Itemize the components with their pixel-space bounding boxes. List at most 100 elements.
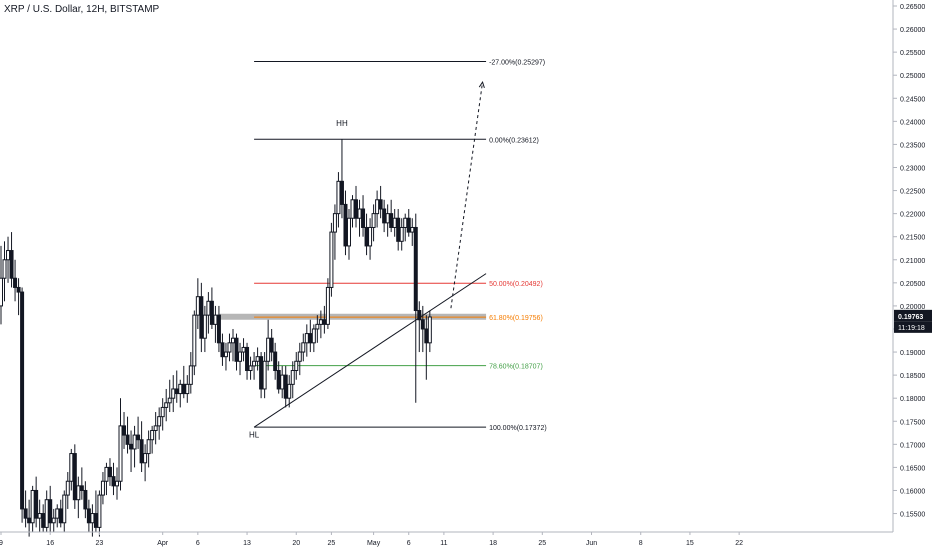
candle-body — [27, 517, 32, 524]
candle-body — [132, 434, 137, 450]
last-price-bg — [894, 309, 932, 322]
candle — [192, 310, 197, 376]
candle-body — [72, 453, 77, 501]
candle-body — [209, 300, 214, 325]
candle-body — [364, 226, 369, 247]
candle — [178, 379, 183, 408]
candle-body — [136, 434, 141, 441]
time-axis[interactable]: 9 16 23 Apr 6 13 20 25 May 6 11 18 25 Jun 8 15 22 — [0, 531, 893, 547]
candle-body — [125, 434, 130, 445]
candle — [427, 310, 432, 353]
fib-level-label: -27.00%(0.25297) — [489, 60, 545, 67]
candle-body — [55, 508, 60, 519]
candle-body — [69, 453, 74, 482]
candle-body — [9, 250, 14, 279]
candle-body — [48, 499, 53, 524]
candle — [136, 416, 141, 449]
candle-body — [255, 356, 260, 362]
candle — [389, 199, 394, 233]
candle-body — [139, 439, 144, 464]
candle — [417, 301, 422, 353]
candle — [13, 259, 18, 302]
candle-body — [122, 425, 127, 436]
candle-body — [227, 342, 232, 353]
candle — [245, 342, 250, 380]
candle-body — [164, 402, 169, 408]
price-axis[interactable]: 0.15500 0.16000 0.16500 0.17000 0.17500 0.180… — [892, 0, 925, 532]
candle-body — [234, 337, 239, 362]
candle-body — [392, 217, 397, 228]
candle — [371, 204, 376, 242]
price-tick-label: 0.22000 — [900, 212, 925, 219]
candle — [420, 305, 425, 353]
candle-body — [325, 286, 330, 325]
candle — [406, 209, 411, 237]
candle-body — [34, 489, 39, 519]
candle-body — [269, 337, 274, 353]
candles-layer — [0, 139, 432, 537]
candle-body — [114, 480, 119, 487]
drawing-lines — [253, 80, 487, 428]
price-tick-label: 0.21500 — [900, 235, 925, 242]
last-price-badge: 0.19763 11:19:18 — [894, 309, 932, 333]
time-tick-label: 20 — [292, 540, 300, 547]
candle-body — [188, 365, 193, 385]
candle — [157, 407, 162, 440]
candle-body — [104, 466, 109, 482]
time-tick-label: 6 — [196, 540, 200, 547]
candle-body — [37, 513, 42, 519]
candle-body — [195, 296, 200, 316]
candle-body — [90, 513, 95, 524]
candle — [62, 490, 67, 532]
time-tick-label: 11 — [440, 540, 447, 547]
candle — [424, 315, 429, 380]
candle-body — [6, 250, 11, 261]
candle-body — [346, 217, 351, 247]
candle-body — [329, 231, 334, 288]
candle-body — [322, 319, 327, 325]
fibonacci-levels: -27.00%(0.25297) 0.00%(0.23612) 50.00%(0.2… — [254, 60, 547, 432]
candle-body — [51, 517, 56, 524]
candle-body — [283, 374, 288, 399]
candle-body — [297, 351, 302, 362]
candle — [65, 472, 70, 509]
candle — [44, 490, 49, 532]
time-tick-label: 15 — [686, 540, 694, 547]
candle-body — [420, 319, 425, 330]
candle-body — [83, 489, 88, 510]
candle — [413, 213, 418, 403]
candle-body — [382, 208, 387, 224]
candle — [315, 315, 320, 343]
candle-body — [403, 217, 408, 228]
candle — [216, 305, 221, 353]
candle — [6, 236, 11, 283]
candle-body — [153, 425, 158, 431]
trendline — [253, 273, 487, 428]
candle — [304, 324, 309, 357]
candle — [329, 222, 334, 297]
candle — [276, 361, 281, 394]
fib-level-label: 78.60%(0.18707) — [489, 364, 543, 371]
candle-body — [304, 333, 309, 344]
candle — [30, 485, 35, 532]
candle-body — [13, 277, 18, 288]
candle — [51, 508, 56, 532]
time-tick-label: 23 — [96, 540, 104, 547]
candle-body — [413, 226, 418, 312]
candle-body — [223, 351, 228, 358]
price-tick-label: 0.25000 — [900, 73, 925, 80]
candle-body — [375, 199, 380, 215]
candle — [230, 328, 235, 362]
candle — [252, 352, 257, 380]
candle — [118, 398, 123, 491]
candle — [339, 139, 344, 219]
candle-body — [181, 383, 186, 395]
candle — [143, 444, 148, 482]
candle-body — [79, 485, 84, 491]
candle — [122, 412, 127, 449]
countdown-value: 11:19:18 — [898, 325, 925, 332]
candle — [37, 499, 42, 532]
candle-body — [206, 300, 211, 316]
